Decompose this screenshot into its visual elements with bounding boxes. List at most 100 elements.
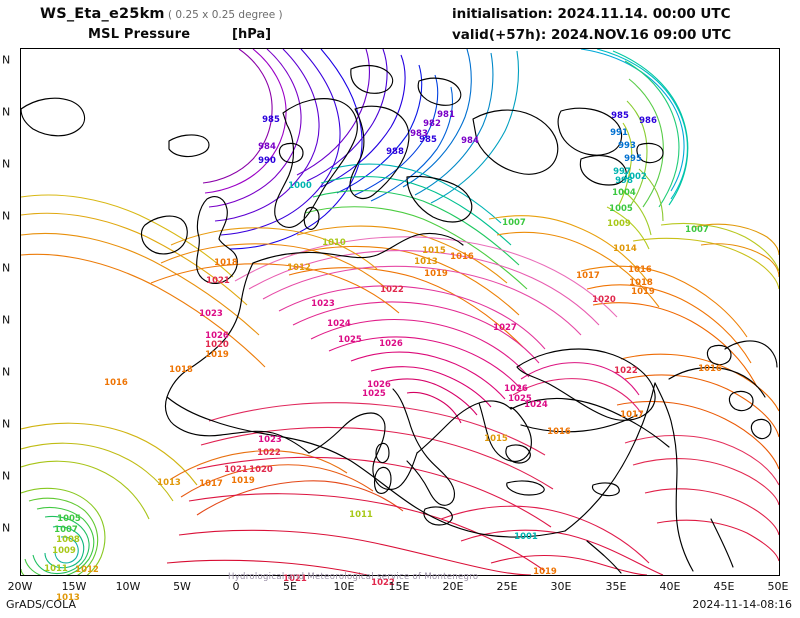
x-tick-20W: 20W xyxy=(7,580,33,593)
contour-label: 1008 xyxy=(56,535,80,545)
contour-label: 1021 xyxy=(206,276,230,286)
contour-label: 1025 xyxy=(508,394,532,404)
x-tick-20E: 20E xyxy=(442,580,464,593)
contour-label: 998 xyxy=(615,176,633,186)
contour-label: 1016 xyxy=(628,265,652,275)
contour-label: 1020 xyxy=(592,295,616,305)
contour-label: 1021 xyxy=(224,465,248,475)
valid-time: valid(+57h): 2024.NOV.16 09:00 UTC xyxy=(452,27,732,43)
x-tick-5W: 5W xyxy=(173,580,191,593)
contour-label: 1017 xyxy=(576,271,600,281)
y-tick-3: N xyxy=(2,209,11,223)
contour-label: 1013 xyxy=(56,593,80,603)
x-tick-50E: 50E xyxy=(767,580,789,593)
y-tick-0: N xyxy=(2,53,11,67)
contour-label: 1019 xyxy=(424,269,448,279)
contour-label: 985 xyxy=(419,135,437,145)
x-tick-10E: 10E xyxy=(333,580,355,593)
map-canvas xyxy=(20,48,780,576)
contour-label: 990 xyxy=(258,156,276,166)
contour-label: 1021 xyxy=(283,574,307,584)
contour-label: 1012 xyxy=(75,565,99,575)
contour-label: 1019 xyxy=(631,287,655,297)
field-units: [hPa] xyxy=(232,27,272,42)
contour-label: 1009 xyxy=(607,219,631,229)
contour-label: 1013 xyxy=(414,257,438,267)
x-tick-5E: 5E xyxy=(283,580,297,593)
contour-label: 1007 xyxy=(54,525,78,535)
contour-label: 988 xyxy=(386,147,404,157)
x-tick-0: 0 xyxy=(232,580,240,593)
contour-label: 1018 xyxy=(169,365,193,375)
contour-label: 1019 xyxy=(533,567,557,577)
x-tick-15E: 15E xyxy=(388,580,410,593)
map-clip xyxy=(21,49,779,575)
contour-label: 1010 xyxy=(322,238,346,248)
contour-label: 1023 xyxy=(258,435,282,445)
contour-label: 1020 xyxy=(205,340,229,350)
contour-label: 1025 xyxy=(338,335,362,345)
contour-label: 1011 xyxy=(349,510,373,520)
model-name: WS_Eta_e25km xyxy=(40,6,165,22)
contour-label: 1016 xyxy=(698,364,722,374)
contour-label: 1007 xyxy=(502,218,526,228)
contour-label: 1018 xyxy=(629,278,653,288)
x-tick-25E: 25E xyxy=(496,580,518,593)
initialisation-time: initialisation: 2024.11.14. 00:00 UTC xyxy=(452,6,731,22)
contour-label: 1026 xyxy=(205,331,229,341)
y-tick-1: N xyxy=(2,105,11,119)
contour-label: 991 xyxy=(610,128,628,138)
contour-label: 1026 xyxy=(367,380,391,390)
contour-label: 1026 xyxy=(504,384,528,394)
contour-label: 1017 xyxy=(199,479,223,489)
contour-label: 1022 xyxy=(371,578,395,588)
contour-label: 1017 xyxy=(620,410,644,420)
contour-label: 1011 xyxy=(44,564,68,574)
contour-label: 1005 xyxy=(57,514,81,524)
contour-lines xyxy=(21,49,779,575)
contour-label: 1019 xyxy=(231,476,255,486)
x-tick-15W: 15W xyxy=(61,580,87,593)
contour-label: 1015 xyxy=(484,434,508,444)
service-credit: Hydrological and Meteorological service … xyxy=(228,572,479,582)
contour-label: 1025 xyxy=(362,389,386,399)
contour-label: 1020 xyxy=(249,465,273,475)
contour-label: 984 xyxy=(461,136,479,146)
contour-label: 986 xyxy=(639,116,657,126)
y-tick-6: N xyxy=(2,365,11,379)
contour-label: 1016 xyxy=(104,378,128,388)
contour-label: 1019 xyxy=(205,350,229,360)
contour-label: 993 xyxy=(618,141,636,151)
contour-label: 981 xyxy=(437,110,455,120)
contour-label: 1026 xyxy=(379,339,403,349)
contour-label: 1001 xyxy=(514,532,538,542)
contour-label: 1018 xyxy=(214,258,238,268)
x-tick-40E: 40E xyxy=(659,580,681,593)
contour-label: 1004 xyxy=(612,188,636,198)
contour-label: 985 xyxy=(611,111,629,121)
x-tick-10W: 10W xyxy=(115,580,141,593)
y-tick-4: N xyxy=(2,261,11,275)
contour-label: 997 xyxy=(613,167,631,177)
x-tick-45E: 45E xyxy=(713,580,735,593)
pressure-contour-plot xyxy=(21,49,779,575)
coastlines xyxy=(21,64,778,574)
contour-label: 1022 xyxy=(257,448,281,458)
x-tick-35E: 35E xyxy=(605,580,627,593)
contour-label: 1023 xyxy=(311,299,335,309)
contour-label: 1012 xyxy=(287,263,311,273)
contour-label: 1016 xyxy=(450,252,474,262)
contour-label: 1009 xyxy=(52,546,76,556)
contour-label: 982 xyxy=(423,119,441,129)
contour-label: 1014 xyxy=(613,244,637,254)
contour-label: 995 xyxy=(624,154,642,164)
y-tick-7: N xyxy=(2,417,11,431)
contour-label: 983 xyxy=(410,129,428,139)
y-tick-8: N xyxy=(2,469,11,483)
y-tick-5: N xyxy=(2,313,11,327)
y-tick-2: N xyxy=(2,157,11,171)
footer-source: GrADS/COLA xyxy=(6,598,76,611)
contour-label: 1022 xyxy=(614,366,638,376)
contour-label: 1000 xyxy=(288,181,312,191)
